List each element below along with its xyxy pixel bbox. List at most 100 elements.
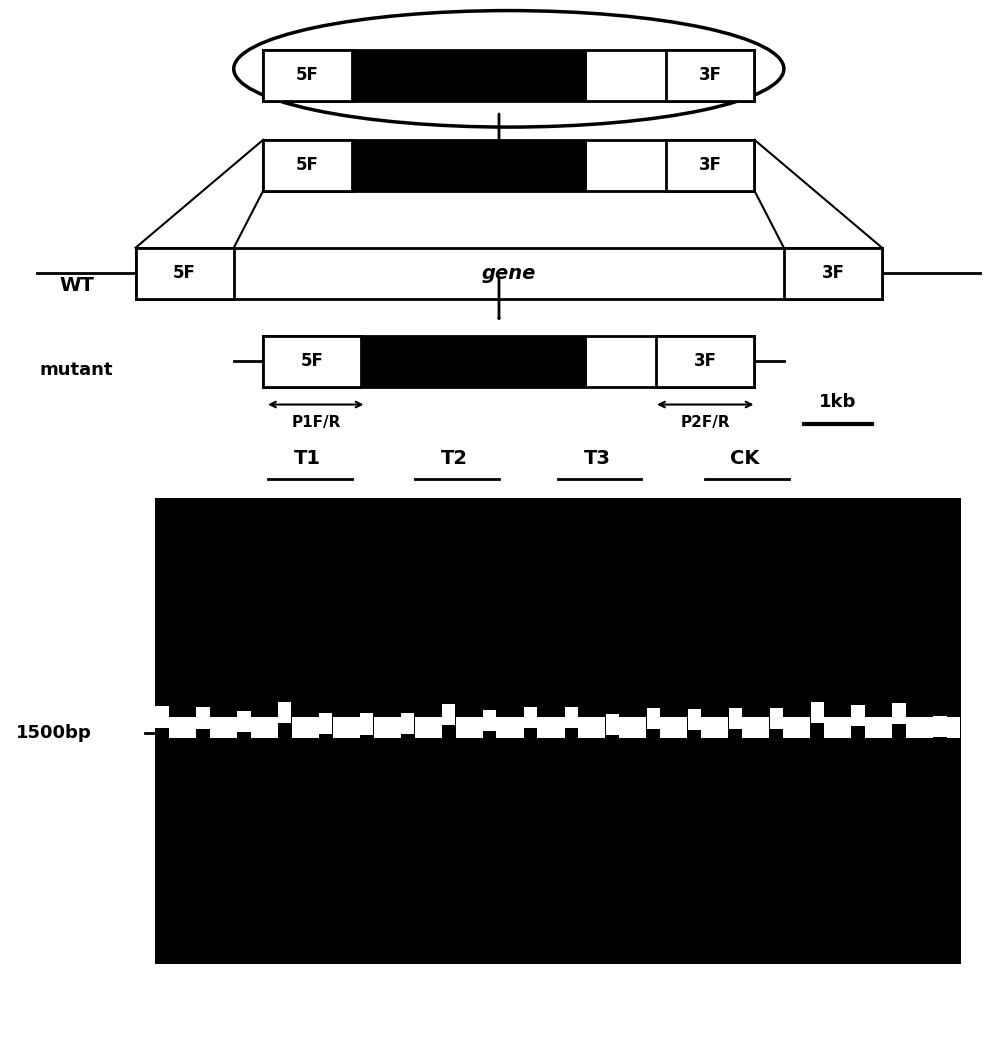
Bar [606,707,619,729]
Bar [666,140,754,191]
Bar [332,140,587,191]
Bar [674,717,687,738]
Ellipse shape [897,860,946,918]
Bar [360,710,373,731]
Text: 5F: 5F [173,265,196,282]
Text: mutant: mutant [40,361,113,378]
Text: T1: T1 [294,449,321,468]
Bar [578,717,592,738]
Bar [933,704,947,725]
Text: 5F: 5F [296,67,319,84]
Text: 3F: 3F [699,157,722,174]
Bar [263,50,352,101]
Bar [263,336,361,387]
Bar [136,248,234,299]
Bar [182,717,196,738]
Bar [865,717,879,738]
Bar [346,717,360,738]
Text: P2F/R: P2F/R [680,415,730,430]
Bar [136,248,882,299]
Bar [263,336,754,387]
Bar [592,717,605,738]
Ellipse shape [553,852,602,905]
Text: T3: T3 [584,449,611,468]
Bar [961,717,974,738]
Text: CK: CK [730,449,759,468]
Ellipse shape [789,868,858,932]
Bar [155,498,961,964]
Bar [565,716,578,737]
Bar [656,336,754,387]
Text: WT: WT [59,276,94,295]
Ellipse shape [406,852,455,905]
Bar [783,717,797,738]
Text: P1F/R: P1F/R [292,415,341,430]
Bar [169,717,182,738]
Bar [811,713,824,734]
Bar [797,717,810,738]
Text: 3F: 3F [821,265,844,282]
Bar [319,704,332,725]
Bar [524,713,537,734]
Bar [920,717,933,738]
Ellipse shape [622,863,691,937]
Bar [263,50,754,101]
Text: 3F: 3F [694,353,717,370]
Bar [332,336,587,387]
Bar [947,717,960,738]
Bar [263,140,352,191]
Bar [278,705,291,726]
Bar [851,710,865,731]
Bar [305,717,319,738]
Bar [210,717,223,738]
Bar [401,716,414,737]
Bar [715,717,728,738]
Bar [906,717,920,738]
Ellipse shape [479,868,538,932]
Bar [332,50,587,101]
Bar [729,710,742,731]
Bar [196,712,210,733]
Bar [442,706,455,728]
Bar [263,140,754,191]
Bar [237,705,251,726]
Bar [824,717,838,738]
Bar [428,717,442,738]
Ellipse shape [312,866,352,913]
Bar [223,717,237,738]
Text: 5F: 5F [301,353,324,370]
Bar [333,717,346,738]
Ellipse shape [219,842,268,895]
Bar [469,717,483,738]
Bar [647,713,660,734]
Bar [155,710,169,731]
Bar [619,717,633,738]
Bar [838,717,851,738]
Text: 1500bp: 1500bp [16,724,91,741]
Text: 5F: 5F [296,157,319,174]
Bar [756,717,769,738]
Bar [770,703,783,724]
Bar [701,717,715,738]
Text: 1kb: 1kb [819,393,857,411]
Text: 3F: 3F [699,67,722,84]
Text: T2: T2 [441,449,468,468]
Bar [387,717,401,738]
Bar [660,717,674,738]
Bar [892,712,906,733]
Bar [374,717,387,738]
Bar [537,717,551,738]
Bar [251,717,264,738]
Bar [879,717,892,738]
Bar [510,717,524,738]
Bar [456,717,469,738]
Ellipse shape [695,877,754,945]
Bar [496,717,510,738]
Bar [742,717,756,738]
Bar [292,717,305,738]
Bar [784,248,882,299]
Bar [483,711,496,732]
Bar [264,717,278,738]
Bar [633,717,646,738]
Bar [415,717,428,738]
